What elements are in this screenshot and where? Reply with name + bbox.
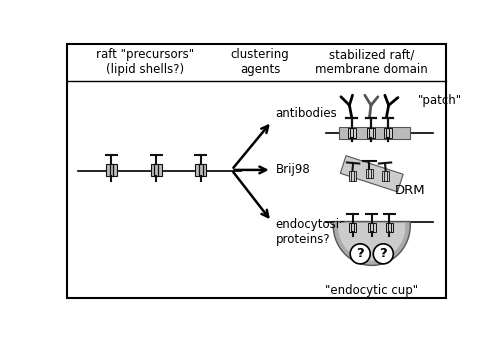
Bar [382, 171, 390, 181]
Polygon shape [340, 156, 403, 192]
Bar [348, 171, 356, 181]
Circle shape [374, 244, 394, 264]
Bar [368, 223, 376, 232]
Text: "endocytic cup": "endocytic cup" [325, 284, 418, 297]
Text: raft "precursors"
(lipid shells?): raft "precursors" (lipid shells?) [96, 48, 194, 76]
Bar [106, 164, 117, 176]
Circle shape [350, 244, 370, 264]
Text: ?: ? [356, 247, 364, 260]
Bar [151, 164, 162, 176]
Bar [384, 128, 392, 138]
Polygon shape [333, 221, 410, 265]
Bar [196, 164, 206, 176]
Bar [348, 223, 356, 232]
Bar [367, 128, 375, 138]
Bar [386, 223, 394, 232]
Text: antibodies: antibodies [276, 107, 337, 120]
Text: endocytosis
proteins?: endocytosis proteins? [276, 218, 346, 246]
Text: Brij98: Brij98 [276, 163, 310, 176]
Bar [340, 127, 410, 139]
Text: stabilized raft/
membrane domain: stabilized raft/ membrane domain [316, 48, 428, 76]
Text: DRM: DRM [395, 184, 426, 197]
Text: "patch": "patch" [418, 94, 462, 107]
Bar [366, 169, 374, 178]
Bar [348, 128, 356, 138]
Text: clustering
agents: clustering agents [230, 48, 290, 76]
Polygon shape [338, 223, 405, 261]
Text: ?: ? [380, 247, 387, 260]
